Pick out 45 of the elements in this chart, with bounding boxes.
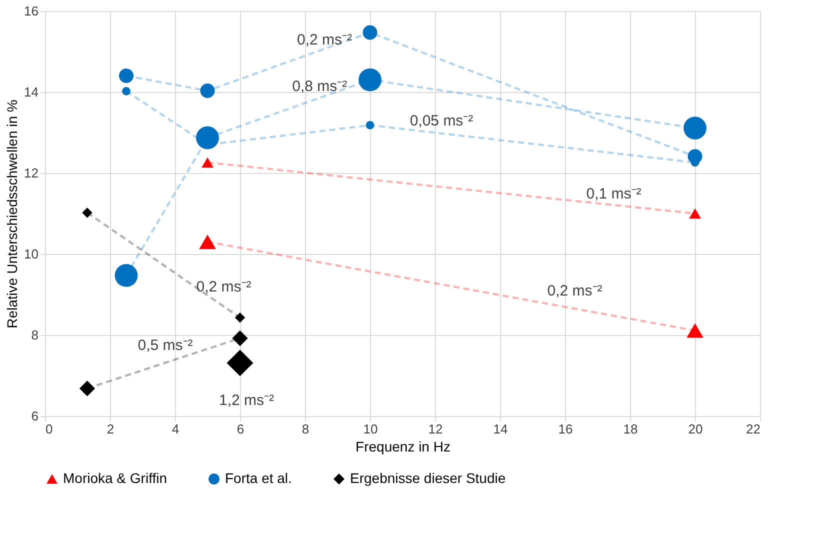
x-tick-label: 20	[688, 422, 703, 436]
x-tick-label: 22	[746, 422, 760, 436]
annotation: 0,8 ms⁻²	[292, 78, 348, 95]
legend-label: Ergebnisse dieser Studie	[350, 470, 506, 486]
legend-label: Forta et al.	[225, 470, 292, 486]
y-axis-title: Relative Unterschiedsschwellen in %	[4, 100, 20, 328]
y-tick-label: 12	[24, 166, 38, 180]
point	[234, 312, 246, 323]
x-tick-label: 2	[106, 422, 114, 436]
point	[119, 68, 134, 84]
annotation: 0,1 ms⁻²	[586, 185, 642, 202]
x-tick-label: 6	[236, 422, 244, 436]
y-tick-label: 16	[24, 4, 38, 18]
point	[366, 121, 374, 130]
x-tick-label: 4	[172, 422, 180, 436]
x-tick-label: 12	[428, 422, 443, 436]
point	[226, 350, 254, 376]
point	[79, 380, 96, 396]
y-tick-label: 10	[24, 246, 38, 262]
annotation: 0,2 ms⁻²	[296, 31, 352, 48]
annotation: 0,2 ms⁻²	[547, 282, 602, 300]
point	[200, 84, 215, 98]
point	[358, 68, 382, 92]
point	[114, 264, 138, 287]
annotation: 0,05 ms⁻²	[410, 112, 474, 130]
annotation: 1,2 ms⁻²	[218, 392, 274, 409]
x-axis-title: Frequenz in Hz	[356, 438, 450, 454]
point	[232, 330, 248, 346]
annotation: 0,5 ms⁻²	[138, 337, 193, 354]
x-tick-label: 14	[493, 422, 508, 436]
x-tick-label: 16	[558, 422, 573, 436]
point	[684, 116, 706, 140]
y-tick-label: 6	[31, 408, 38, 424]
x-tick-label: 18	[623, 422, 638, 436]
point	[82, 208, 92, 218]
y-tick-label: 8	[31, 328, 38, 342]
legend-label: Morioka & Griffin	[63, 470, 167, 486]
y-tick-label: 14	[24, 84, 38, 100]
point	[362, 25, 378, 40]
x-tick-label: 0	[46, 422, 53, 436]
point	[196, 126, 219, 150]
annotation: 0,2 ms⁻²	[196, 278, 252, 296]
point	[122, 87, 130, 96]
x-tick-label: 10	[363, 422, 378, 436]
x-tick-label: 8	[302, 422, 310, 436]
